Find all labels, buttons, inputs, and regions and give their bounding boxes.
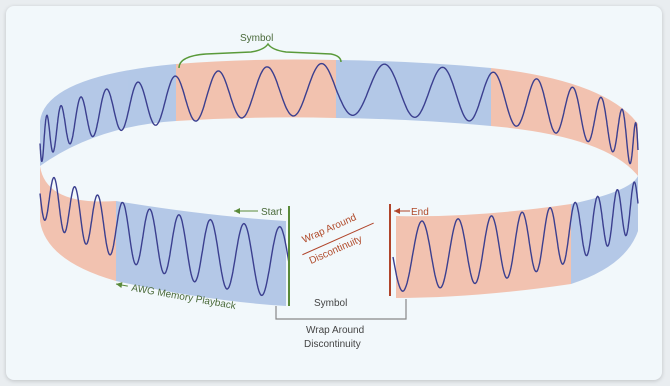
symbol-bracket <box>178 42 342 69</box>
symbol-top-label: Symbol <box>240 33 273 44</box>
bottom-label-1: Symbol <box>314 298 347 309</box>
sine-wave <box>39 176 290 297</box>
sine-wave <box>335 63 639 165</box>
sine-wave <box>39 62 337 162</box>
end-label: End <box>411 207 429 218</box>
ring-back-band <box>40 59 638 176</box>
end-arrow-head <box>394 208 400 214</box>
band-segment <box>491 68 638 176</box>
waveform-group <box>39 62 639 297</box>
bottom-label-2: Wrap Around <box>306 325 364 336</box>
diagram-card: Symbol Start End Wrap Around Discontinui… <box>6 6 662 380</box>
band-segment <box>176 59 336 121</box>
band-segment <box>40 64 176 166</box>
band-segment <box>336 60 491 126</box>
bottom-label-3: Discontinuity <box>304 339 361 350</box>
sine-wave <box>392 181 639 292</box>
start-arrow-head <box>234 208 240 214</box>
start-label: Start <box>261 207 282 218</box>
bottom-bracket <box>275 299 407 320</box>
band-segment <box>40 166 116 281</box>
band-segment <box>116 201 286 306</box>
waveform-ring-diagram: Symbol Start End Wrap Around Discontinui… <box>39 33 639 350</box>
wrap-around-tag: Wrap Around Discontinuity <box>301 212 374 267</box>
